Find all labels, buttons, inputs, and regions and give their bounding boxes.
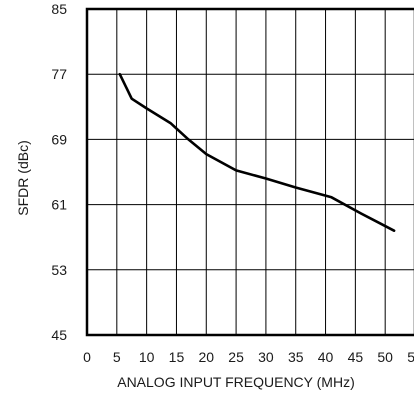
x-tick-label: 0 <box>83 349 91 365</box>
series-line <box>118 72 396 232</box>
x-tick-label: 5 <box>113 349 121 365</box>
series-layer <box>118 72 396 232</box>
grid <box>87 9 414 335</box>
x-tick-label: 40 <box>318 349 334 365</box>
plot-border <box>85 7 414 337</box>
x-tick-label: 45 <box>348 349 364 365</box>
x-tick-label: 50 <box>377 349 393 365</box>
x-tick-label: 55 <box>407 349 414 365</box>
plot-frame <box>85 7 414 337</box>
y-axis-title: SFDR (dBc) <box>15 140 31 215</box>
x-axis-title: ANALOG INPUT FREQUENCY (MHz) <box>117 374 355 390</box>
y-tick-label: 77 <box>51 66 67 82</box>
y-tick-label: 69 <box>51 131 67 147</box>
y-tick-labels: 45 53 61 69 77 85 <box>51 1 67 343</box>
y-tick-label: 85 <box>51 1 67 17</box>
y-tick-label: 45 <box>51 327 67 343</box>
x-tick-label: 15 <box>169 349 185 365</box>
y-tick-label: 53 <box>51 262 67 278</box>
x-tick-labels: 0 5 10 15 20 25 30 35 40 45 50 55 <box>83 349 414 365</box>
x-tick-label: 20 <box>198 349 214 365</box>
x-tick-label: 25 <box>228 349 244 365</box>
x-tick-label: 30 <box>258 349 274 365</box>
x-tick-label: 35 <box>288 349 304 365</box>
y-tick-label: 61 <box>51 197 67 213</box>
x-tick-label: 10 <box>139 349 155 365</box>
